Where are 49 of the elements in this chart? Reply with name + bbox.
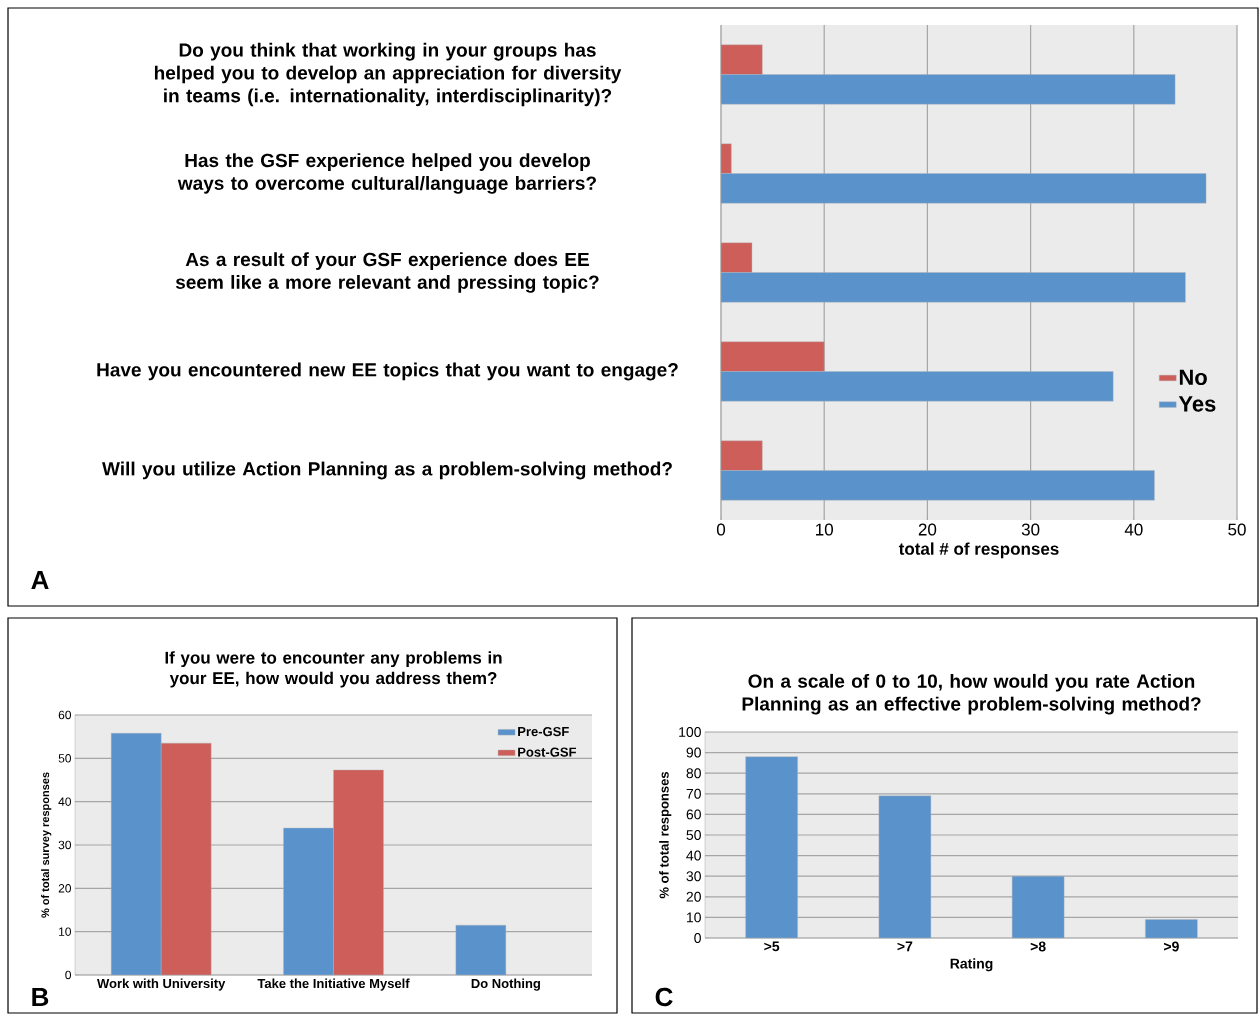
y-tick-label: 100 (679, 727, 701, 737)
y-axis-title: % of total responses (659, 771, 672, 899)
x-tick-label: >5 (764, 941, 780, 952)
text: C (655, 987, 673, 1007)
legend-label: Yes (1178, 396, 1216, 412)
text: B (32, 988, 49, 1006)
x-tick-label: >8 (1030, 941, 1046, 952)
x-tick-label: 20 (918, 523, 937, 536)
x-tick-label: 40 (1124, 523, 1143, 536)
y-tick-label: 60 (686, 809, 701, 820)
text: A (31, 571, 49, 589)
x-tick-label: >7 (897, 941, 913, 952)
y-tick-label: 90 (686, 747, 701, 758)
y-axis-title: % of total survey responses (41, 772, 52, 918)
x-tick-label: 0 (716, 523, 726, 536)
y-tick-label: 80 (686, 768, 701, 779)
y-tick-label: Will you utilize Action Planning as a problem-solving method? (102, 461, 672, 480)
y-tick-label: 10 (686, 912, 701, 923)
x-axis-title: total # of responses (898, 542, 1059, 559)
y-tick-label: 20 (58, 884, 72, 893)
y-tick-label: 10 (59, 927, 72, 936)
y-tick-label: 0 (65, 970, 72, 980)
x-axis-title: Rating (950, 958, 993, 972)
y-tick-label: As a result of your GSF experience does EE seem like a more relevant and pressing topic? (175, 252, 599, 293)
x-tick-label: 10 (816, 523, 833, 536)
x-tick-label: 30 (1021, 523, 1040, 536)
y-tick-label: 20 (686, 891, 701, 902)
chart-title: On a scale of 0 to 10, how would you rate Action Planning as an effective problem-solving method? (742, 673, 1201, 715)
x-tick-label: Do Nothing (471, 978, 540, 991)
legend-label: Pre-GSF (518, 726, 569, 737)
y-tick-label: Have you encountered new EE topics that you want to engage? (97, 362, 678, 381)
chart-title: If you were to encounter any problems in your EE, how would you address them? (165, 651, 502, 688)
x-tick-label: >9 (1164, 941, 1179, 952)
y-tick-label: Do you think that working in your groups has helped you to develop an appreciation for diversity in teams (i.e. internationality, interdisciplinarity)? (154, 42, 622, 107)
y-tick-label: 40 (686, 850, 701, 861)
y-tick-label: 70 (686, 788, 701, 799)
y-tick-label: 50 (686, 830, 701, 840)
y-tick-label: Has the GSF experience helped you develop ways to overcome cultural/language barriers? (177, 153, 596, 194)
y-tick-label: 30 (686, 871, 701, 882)
legend-label: No (1179, 369, 1207, 386)
y-tick-label: 0 (694, 933, 701, 943)
legend-label: Post-GSF (518, 747, 577, 757)
y-tick-label: 50 (58, 754, 72, 763)
y-tick-label: 30 (58, 840, 72, 850)
y-tick-label: 60 (58, 710, 72, 720)
y-tick-label: 40 (58, 797, 72, 806)
x-tick-label: Take the Initiative Myself (257, 978, 410, 991)
x-tick-label: 50 (1228, 523, 1246, 536)
x-tick-label: Work with University (97, 978, 226, 991)
